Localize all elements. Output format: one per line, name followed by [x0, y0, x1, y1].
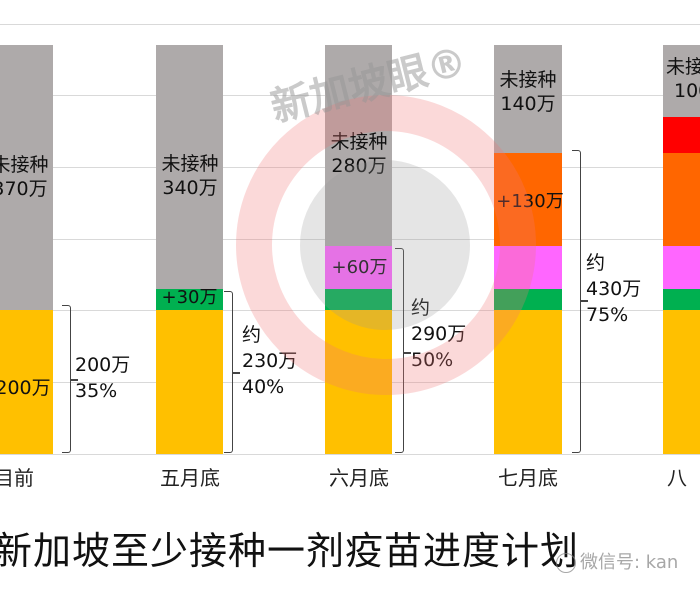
seg-june-add [663, 246, 700, 289]
seg-vaccinated [156, 310, 223, 454]
unvacc-label: 未接种 140万 [499, 69, 557, 115]
annotation-july: 约 430万 75% [586, 252, 642, 326]
unvacc-label: 未接100 [666, 56, 700, 102]
add-label: +30万 [161, 287, 218, 308]
bracket-tick [70, 379, 78, 381]
unvacc-label: 未接种370万 [0, 154, 49, 200]
baseline [0, 454, 700, 455]
gridline [0, 24, 700, 25]
bar-current [0, 45, 53, 454]
seg-aug-add [663, 117, 700, 153]
bar-aug-end [663, 45, 700, 454]
bracket [572, 150, 581, 453]
seg-unvaccinated [494, 45, 562, 153]
seg-may-add [663, 289, 700, 310]
x-label-june: 六月底 [329, 466, 389, 490]
seg-unvaccinated [0, 45, 53, 310]
bracket-tick [580, 300, 588, 302]
unvacc-label: 未接种 340万 [161, 153, 219, 199]
seg-may-add [156, 289, 223, 310]
seg-vaccinated [0, 310, 53, 454]
seg-vaccinated [663, 310, 700, 454]
chart-title: 新加坡至少接种一剂疫苗进度计划 [0, 529, 580, 573]
wechat-watermark: 微信号: kan [556, 548, 678, 574]
seg-july-add [663, 153, 700, 246]
wechat-icon [556, 553, 576, 573]
watermark-logo-icon [300, 160, 470, 330]
bracket-tick [232, 372, 240, 374]
annotation-current: 200万 35% [75, 354, 131, 402]
x-label-july: 七月底 [498, 466, 558, 490]
seg-unvaccinated [156, 45, 223, 289]
x-label-current: 目前 [0, 466, 34, 490]
seg-unvaccinated [663, 45, 700, 117]
base-label: 200万 [0, 377, 51, 399]
x-label-aug: 八 [667, 466, 687, 490]
annotation-may: 约 230万 40% [242, 324, 298, 398]
bar-may-end [156, 45, 223, 454]
x-label-may: 五月底 [160, 466, 220, 490]
